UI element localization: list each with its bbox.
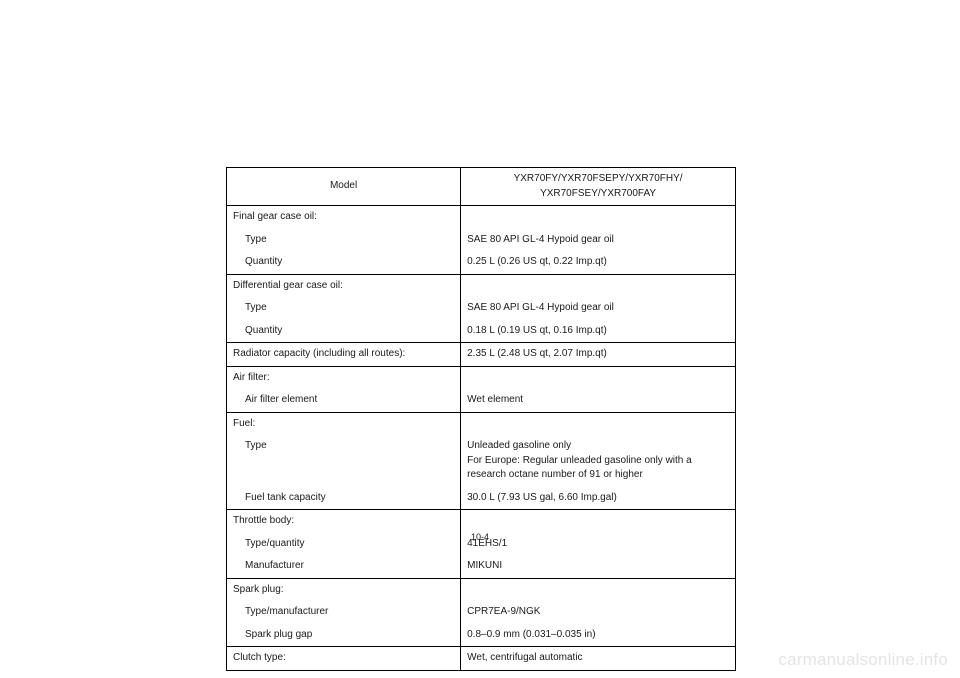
section-value-empty [461, 274, 736, 297]
header-label: Model [227, 168, 461, 206]
spec-row: Type SAE 80 API GL-4 Hypoid gear oil [227, 229, 736, 252]
section-value: Wet, centrifugal automatic [461, 647, 736, 671]
spec-label: Type/manufacturer [227, 601, 461, 624]
spec-row: Air filter element Wet element [227, 389, 736, 412]
spec-value: 0.25 L (0.26 US qt, 0.22 Imp.qt) [461, 251, 736, 274]
section-title: Fuel: [227, 412, 461, 435]
spec-label: Air filter element [227, 389, 461, 412]
table-header-row: Model YXR70FY/YXR70FSEPY/YXR70FHY/ YXR70… [227, 168, 736, 206]
spec-value: CPR7EA-9/NGK [461, 601, 736, 624]
spec-value: SAE 80 API GL-4 Hypoid gear oil [461, 297, 736, 320]
spec-value: Unleaded gasoline only For Europe: Regul… [461, 435, 736, 487]
specifications-table: Model YXR70FY/YXR70FSEPY/YXR70FHY/ YXR70… [226, 167, 736, 671]
spec-label: Fuel tank capacity [227, 487, 461, 510]
spec-value: 30.0 L (7.93 US gal, 6.60 Imp.gal) [461, 487, 736, 510]
spec-value: MIKUNI [461, 555, 736, 578]
section-row: Differential gear case oil: [227, 274, 736, 297]
spec-label: Type [227, 229, 461, 252]
spec-value: 0.8–0.9 mm (0.031–0.035 in) [461, 624, 736, 647]
spec-row: Fuel tank capacity 30.0 L (7.93 US gal, … [227, 487, 736, 510]
section-title: Final gear case oil: [227, 206, 461, 229]
section-row: Radiator capacity (including all routes)… [227, 343, 736, 367]
spec-value: 0.18 L (0.19 US qt, 0.16 Imp.qt) [461, 320, 736, 343]
spec-label: Quantity [227, 251, 461, 274]
spec-label: Spark plug gap [227, 624, 461, 647]
spec-row: Quantity 0.18 L (0.19 US qt, 0.16 Imp.qt… [227, 320, 736, 343]
spec-label: Quantity [227, 320, 461, 343]
section-value: 2.35 L (2.48 US qt, 2.07 Imp.qt) [461, 343, 736, 367]
watermark-text: carmanualsonline.info [778, 650, 948, 670]
section-title: Clutch type: [227, 647, 461, 671]
spec-row: Quantity 0.25 L (0.26 US qt, 0.22 Imp.qt… [227, 251, 736, 274]
section-title: Differential gear case oil: [227, 274, 461, 297]
section-value-empty [461, 366, 736, 389]
section-row: Clutch type: Wet, centrifugal automatic [227, 647, 736, 671]
page-number: 10-4 [0, 532, 960, 542]
spec-row: Type Unleaded gasoline only For Europe: … [227, 435, 736, 487]
spec-row: Type SAE 80 API GL-4 Hypoid gear oil [227, 297, 736, 320]
section-value-empty [461, 412, 736, 435]
spec-label: Manufacturer [227, 555, 461, 578]
section-row: Throttle body: [227, 510, 736, 533]
table-body: Model YXR70FY/YXR70FSEPY/YXR70FHY/ YXR70… [227, 168, 736, 671]
section-row: Final gear case oil: [227, 206, 736, 229]
spec-label: Type [227, 297, 461, 320]
spec-value: Wet element [461, 389, 736, 412]
section-value-empty [461, 206, 736, 229]
spec-row: Type/manufacturer CPR7EA-9/NGK [227, 601, 736, 624]
spec-value: SAE 80 API GL-4 Hypoid gear oil [461, 229, 736, 252]
section-row: Fuel: [227, 412, 736, 435]
section-title: Radiator capacity (including all routes)… [227, 343, 461, 367]
section-value-empty [461, 578, 736, 601]
section-value-empty [461, 510, 736, 533]
header-value: YXR70FY/YXR70FSEPY/YXR70FHY/ YXR70FSEY/Y… [461, 168, 736, 206]
section-row: Spark plug: [227, 578, 736, 601]
section-title: Spark plug: [227, 578, 461, 601]
page: Model YXR70FY/YXR70FSEPY/YXR70FHY/ YXR70… [0, 0, 960, 678]
section-row: Air filter: [227, 366, 736, 389]
spec-row: Manufacturer MIKUNI [227, 555, 736, 578]
section-title: Throttle body: [227, 510, 461, 533]
section-title: Air filter: [227, 366, 461, 389]
spec-label: Type [227, 435, 461, 487]
spec-row: Spark plug gap 0.8–0.9 mm (0.031–0.035 i… [227, 624, 736, 647]
